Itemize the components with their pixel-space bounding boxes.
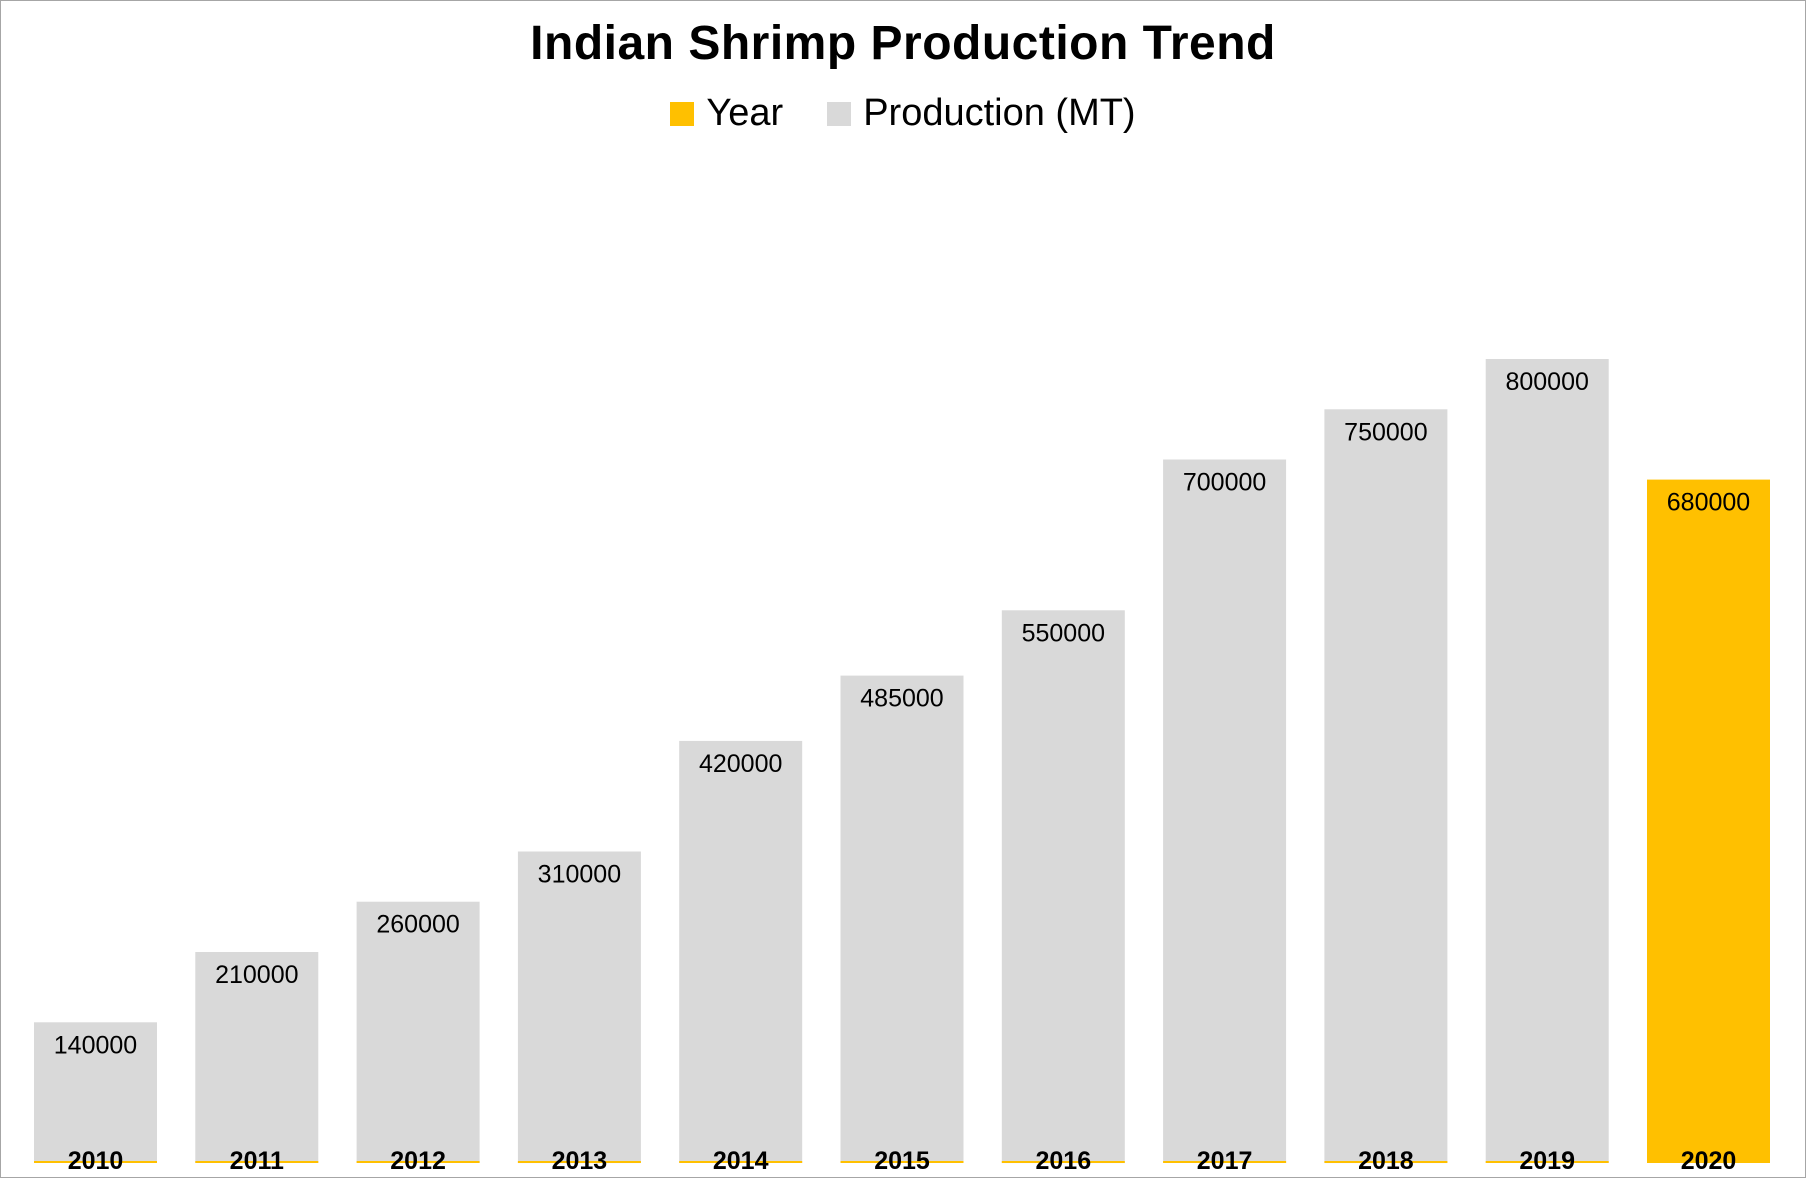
data-label-2016: 550000 <box>1022 619 1105 647</box>
bar-production-2019[interactable] <box>1485 359 1609 1163</box>
data-label-2017: 700000 <box>1183 469 1266 497</box>
bar-year-2012[interactable] <box>356 1161 480 1163</box>
legend-item-year[interactable]: Year <box>670 92 783 135</box>
x-tick-label-2014: 2014 <box>713 1147 769 1175</box>
data-label-2015: 485000 <box>860 685 943 713</box>
bar-production-2011[interactable] <box>195 952 319 1163</box>
x-tick-label-2017: 2017 <box>1197 1147 1253 1175</box>
x-tick-label-2019: 2019 <box>1519 1147 1575 1175</box>
x-tick-label-2012: 2012 <box>390 1147 446 1175</box>
bar-year-2014[interactable] <box>679 1161 803 1163</box>
bar-year-2010[interactable] <box>34 1161 157 1163</box>
legend-label-production: Production (MT) <box>863 92 1136 134</box>
legend-label-year: Year <box>706 92 784 134</box>
bar-year-2011[interactable] <box>195 1161 319 1163</box>
data-label-2020: 680000 <box>1667 489 1750 517</box>
bars-layer <box>34 359 1770 1164</box>
bar-production-2018[interactable] <box>1324 409 1448 1164</box>
bar-production-2012[interactable] <box>356 901 480 1163</box>
bar-production-2013[interactable] <box>517 851 641 1164</box>
labels-layer: 140000 2010 210000 2011 260000 2012 310000 2013… <box>54 368 1750 1175</box>
data-label-2018: 750000 <box>1344 418 1427 446</box>
data-label-2012: 260000 <box>376 911 459 939</box>
x-tick-label-2013: 2013 <box>552 1147 608 1175</box>
x-tick-label-2015: 2015 <box>874 1147 930 1175</box>
data-label-2019: 800000 <box>1505 368 1588 396</box>
x-tick-label-2020: 2020 <box>1681 1147 1737 1175</box>
bar-year-2015[interactable] <box>840 1161 964 1163</box>
bar-year-2016[interactable] <box>1001 1161 1125 1163</box>
chart-title: Indian Shrimp Production Trend <box>530 17 1276 70</box>
bar-year-2013[interactable] <box>517 1161 641 1163</box>
data-label-2011: 210000 <box>215 961 298 989</box>
chart-legend: Year Production (MT) <box>0 92 1806 135</box>
data-label-2013: 310000 <box>538 861 621 889</box>
bar-production-2016[interactable] <box>1001 610 1125 1164</box>
data-label-2010: 140000 <box>54 1031 137 1059</box>
bar-production-2010[interactable] <box>34 1022 157 1163</box>
data-label-2014: 420000 <box>699 750 782 778</box>
x-tick-label-2016: 2016 <box>1035 1147 1091 1175</box>
bar-year-2017[interactable] <box>1163 1161 1287 1163</box>
bar-year-2018[interactable] <box>1324 1161 1448 1163</box>
bar-year-2019[interactable] <box>1485 1161 1609 1163</box>
x-tick-label-2018: 2018 <box>1358 1147 1414 1175</box>
bar-year-2020[interactable] <box>1647 1161 1770 1163</box>
legend-swatch-year <box>670 101 695 126</box>
bar-production-2017[interactable] <box>1163 459 1287 1164</box>
bar-production-2014[interactable] <box>679 740 803 1163</box>
x-tick-label-2010: 2010 <box>68 1147 124 1175</box>
legend-item-production[interactable]: Production (MT) <box>827 92 1136 135</box>
bar-production-2020[interactable] <box>1647 479 1770 1164</box>
bar-production-2015[interactable] <box>840 675 964 1163</box>
x-tick-label-2011: 2011 <box>230 1147 284 1175</box>
legend-swatch-production <box>827 101 852 126</box>
